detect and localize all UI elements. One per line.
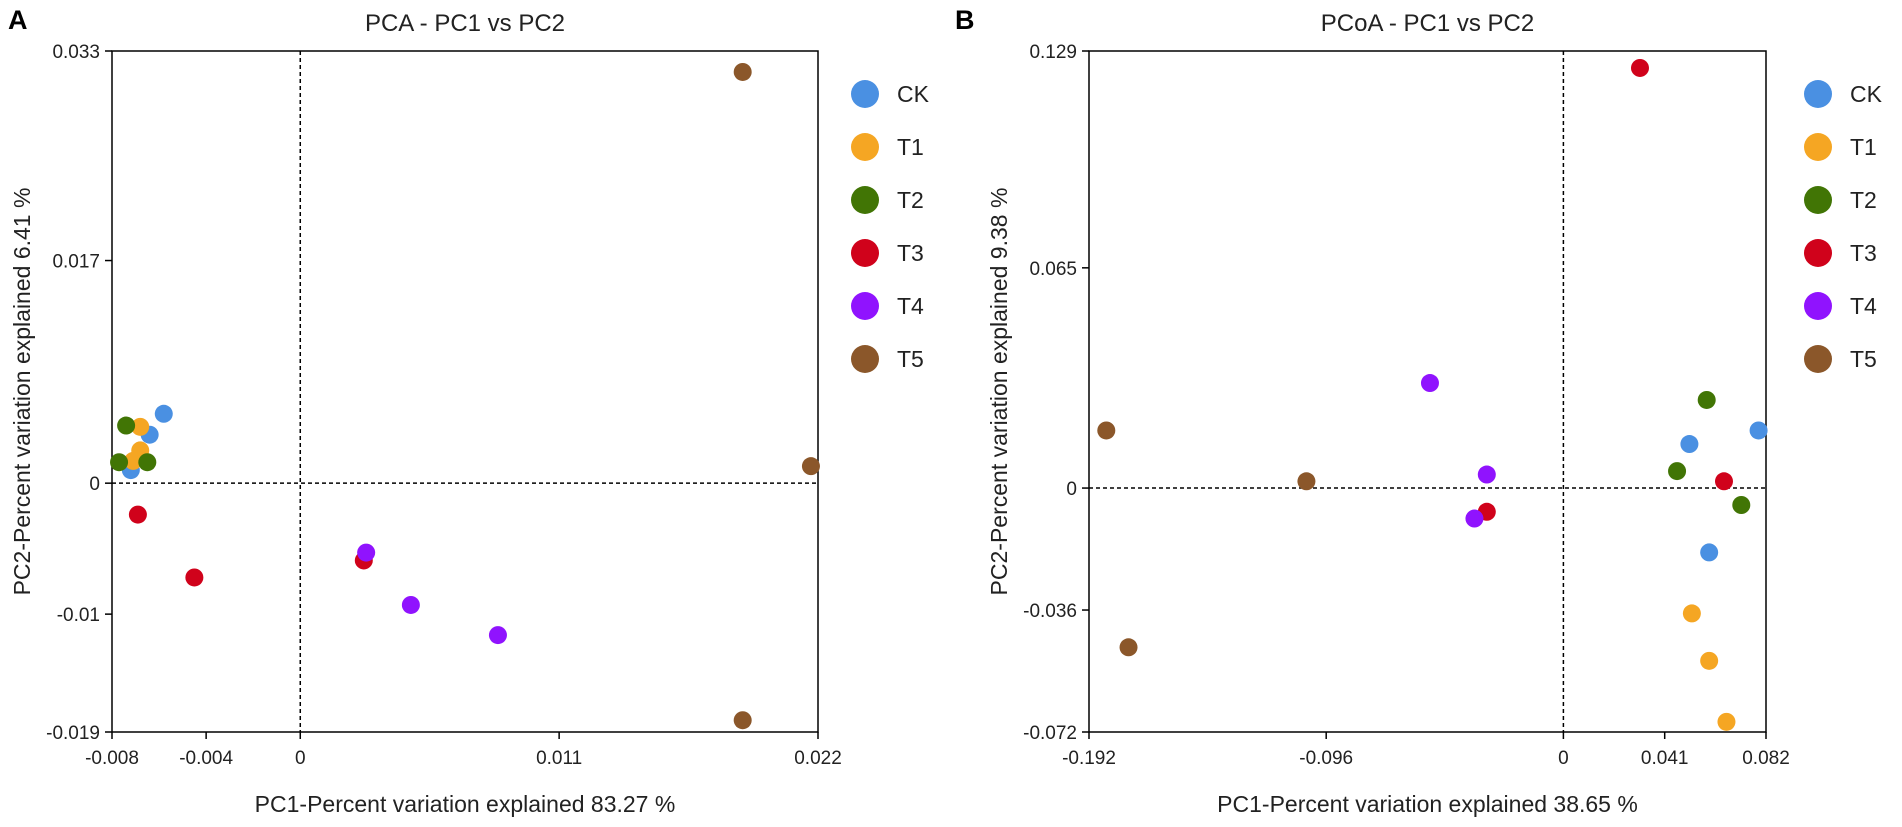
x-tick-label: -0.008	[85, 748, 139, 769]
plot-frame	[1088, 50, 1767, 733]
data-point-t1	[131, 417, 150, 436]
y-tick-label: -0.01	[57, 605, 100, 626]
data-point-t2	[1697, 390, 1716, 409]
data-point-t4	[1465, 509, 1484, 528]
legend: CK T1 T2 T3 T4 T5	[851, 80, 930, 373]
data-point-t4	[1420, 374, 1439, 393]
legend-marker-t5	[1804, 345, 1832, 373]
legend-marker-t4	[851, 292, 879, 320]
legend-marker-ck	[851, 80, 879, 108]
data-point-t4	[401, 595, 420, 614]
y-tick-label: 0.033	[52, 42, 100, 63]
y-tick-label: 0	[89, 474, 100, 495]
data-point-t5	[733, 711, 752, 730]
data-point-t2	[117, 416, 136, 435]
y-tick-label: 0.065	[1029, 259, 1077, 280]
panel-letter: A	[8, 5, 28, 35]
data-point-t2	[110, 453, 129, 472]
x-tick-label: 0.022	[794, 748, 842, 769]
legend-marker-t5	[851, 345, 879, 373]
data-point-t3	[1714, 472, 1733, 491]
data-point-ck	[1749, 421, 1768, 440]
legend-label-t3: T3	[1850, 240, 1877, 266]
legend-marker-t2	[1804, 186, 1832, 214]
data-point-t4	[1477, 465, 1496, 484]
chart-title: PCoA - PC1 vs PC2	[1321, 10, 1534, 37]
legend-label-t3: T3	[897, 240, 924, 266]
y-tick-label: 0	[1066, 479, 1077, 500]
chart-title: PCA - PC1 vs PC2	[365, 10, 565, 37]
data-point-ck	[1680, 435, 1699, 454]
panel-letter: B	[955, 5, 975, 35]
legend-label-t1: T1	[1850, 134, 1877, 160]
chart-panel-b: B PCoA - PC1 vs PC2 -0.192 -0.096 0 0.041 0.08…	[955, 5, 1883, 817]
y-tick-label: -0.036	[1023, 601, 1077, 622]
x-tick-label: -0.096	[1299, 748, 1353, 769]
legend-marker-ck	[1804, 80, 1832, 108]
y-tick-label: -0.072	[1023, 723, 1077, 744]
x-tick-label: 0.041	[1641, 748, 1689, 769]
data-point-t5	[801, 457, 820, 476]
legend-marker-t4	[1804, 292, 1832, 320]
data-point-t4	[488, 626, 507, 645]
data-point-ck	[154, 404, 173, 423]
legend: CK T1 T2 T3 T4 T5	[1804, 80, 1883, 373]
data-point-t2	[1732, 496, 1751, 514]
x-axis-label: PC1-Percent variation explained 38.65 %	[1217, 791, 1638, 817]
data-point-t1	[124, 451, 143, 470]
chart-panel-a: A PCA - PC1 vs PC2 -0.008 -0.004 0 0.011 0.022…	[8, 5, 930, 817]
legend-label-t4: T4	[1850, 293, 1877, 319]
data-point-t3	[1630, 58, 1649, 77]
y-tick-label: -0.019	[46, 723, 100, 744]
x-tick-label: 0	[295, 748, 306, 769]
plot-frame	[111, 50, 819, 733]
x-tick-label: -0.004	[179, 748, 233, 769]
data-point-t5	[1097, 421, 1116, 440]
legend-marker-t1	[1804, 133, 1832, 161]
data-point-t4	[357, 543, 376, 562]
x-tick-label: -0.192	[1062, 748, 1116, 769]
legend-label-t2: T2	[897, 187, 924, 213]
data-point-t1	[1717, 712, 1736, 731]
data-point-ck	[1700, 543, 1719, 562]
legend-marker-t3	[851, 239, 879, 267]
legend-label-ck: CK	[1850, 81, 1883, 107]
legend-label-t5: T5	[1850, 346, 1877, 372]
legend-label-t1: T1	[897, 134, 924, 160]
data-point-t5	[1297, 472, 1316, 491]
legend-label-t4: T4	[897, 293, 924, 319]
data-point-t3	[128, 505, 147, 524]
y-tick-label: 0.129	[1029, 42, 1077, 63]
data-point-t1	[1682, 604, 1701, 623]
y-axis-label: PC2-Percent variation explained 9.38 %	[986, 188, 1012, 596]
legend-label-t5: T5	[897, 346, 924, 372]
x-tick-label: 0	[1558, 748, 1569, 769]
y-axis-label: PC2-Percent variation explained 6.41 %	[9, 188, 35, 596]
legend-marker-t1	[851, 133, 879, 161]
data-point-t2	[138, 453, 157, 472]
legend-label-t2: T2	[1850, 187, 1877, 213]
legend-marker-t3	[1804, 239, 1832, 267]
x-tick-label: 0.082	[1742, 748, 1790, 769]
data-point-t1	[1700, 651, 1719, 670]
data-point-t2	[1668, 462, 1687, 481]
data-point-t3	[185, 568, 204, 587]
data-point-t5	[1119, 638, 1138, 657]
x-tick-label: 0.011	[536, 748, 582, 769]
legend-label-ck: CK	[897, 81, 930, 107]
y-tick-label: 0.017	[52, 252, 100, 273]
legend-marker-t2	[851, 186, 879, 214]
x-axis-label: PC1-Percent variation explained 83.27 %	[255, 791, 676, 817]
data-point-t5	[733, 62, 752, 81]
